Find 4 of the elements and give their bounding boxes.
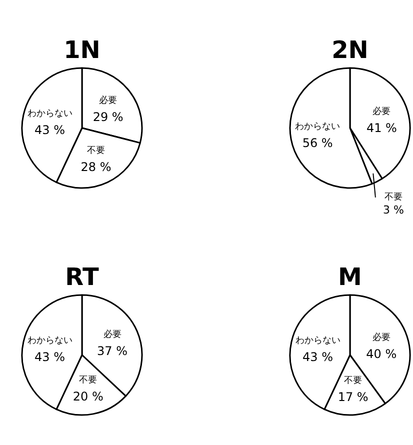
title: RT xyxy=(65,263,99,291)
title: 2N xyxy=(332,36,368,64)
title: 1N xyxy=(64,36,100,64)
title: M xyxy=(338,263,362,291)
